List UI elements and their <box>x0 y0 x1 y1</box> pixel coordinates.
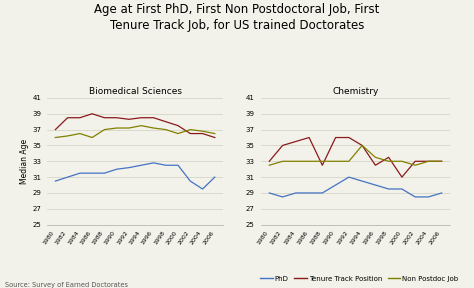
Y-axis label: Median Age: Median Age <box>20 139 29 184</box>
Text: Age at First PhD, First Non Postdoctoral Job, First
Tenure Track Job, for US tra: Age at First PhD, First Non Postdoctoral… <box>94 3 380 32</box>
Title: Chemistry: Chemistry <box>332 87 379 96</box>
Legend: PhD, Tenure Track Position, Non Postdoc Job: PhD, Tenure Track Position, Non Postdoc … <box>257 273 461 285</box>
Text: Source: Survey of Earned Doctorates: Source: Survey of Earned Doctorates <box>5 282 128 288</box>
Title: Biomedical Sciences: Biomedical Sciences <box>89 87 182 96</box>
